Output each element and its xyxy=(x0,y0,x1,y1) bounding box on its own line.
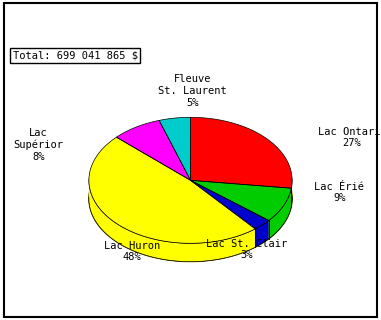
Text: Fleuve
St. Laurent
5%: Fleuve St. Laurent 5% xyxy=(158,74,227,108)
Polygon shape xyxy=(291,179,292,206)
Polygon shape xyxy=(117,120,190,180)
Polygon shape xyxy=(190,117,292,188)
Text: Lac Huron
48%: Lac Huron 48% xyxy=(104,241,160,262)
Text: Lac St. Clair
3%: Lac St. Clair 3% xyxy=(206,239,287,260)
Polygon shape xyxy=(89,137,255,243)
Polygon shape xyxy=(190,180,291,220)
Polygon shape xyxy=(89,179,255,261)
Polygon shape xyxy=(255,220,269,247)
Text: Lac
Supérior
8%: Lac Supérior 8% xyxy=(13,128,64,162)
Polygon shape xyxy=(89,136,292,261)
Text: Lac Érié
9%: Lac Érié 9% xyxy=(314,182,365,203)
Polygon shape xyxy=(269,188,291,239)
Text: Lac Ontario
27%: Lac Ontario 27% xyxy=(317,127,381,148)
Text: Total: 699 041 865 $: Total: 699 041 865 $ xyxy=(13,50,138,60)
Polygon shape xyxy=(159,117,190,180)
Polygon shape xyxy=(190,180,269,229)
